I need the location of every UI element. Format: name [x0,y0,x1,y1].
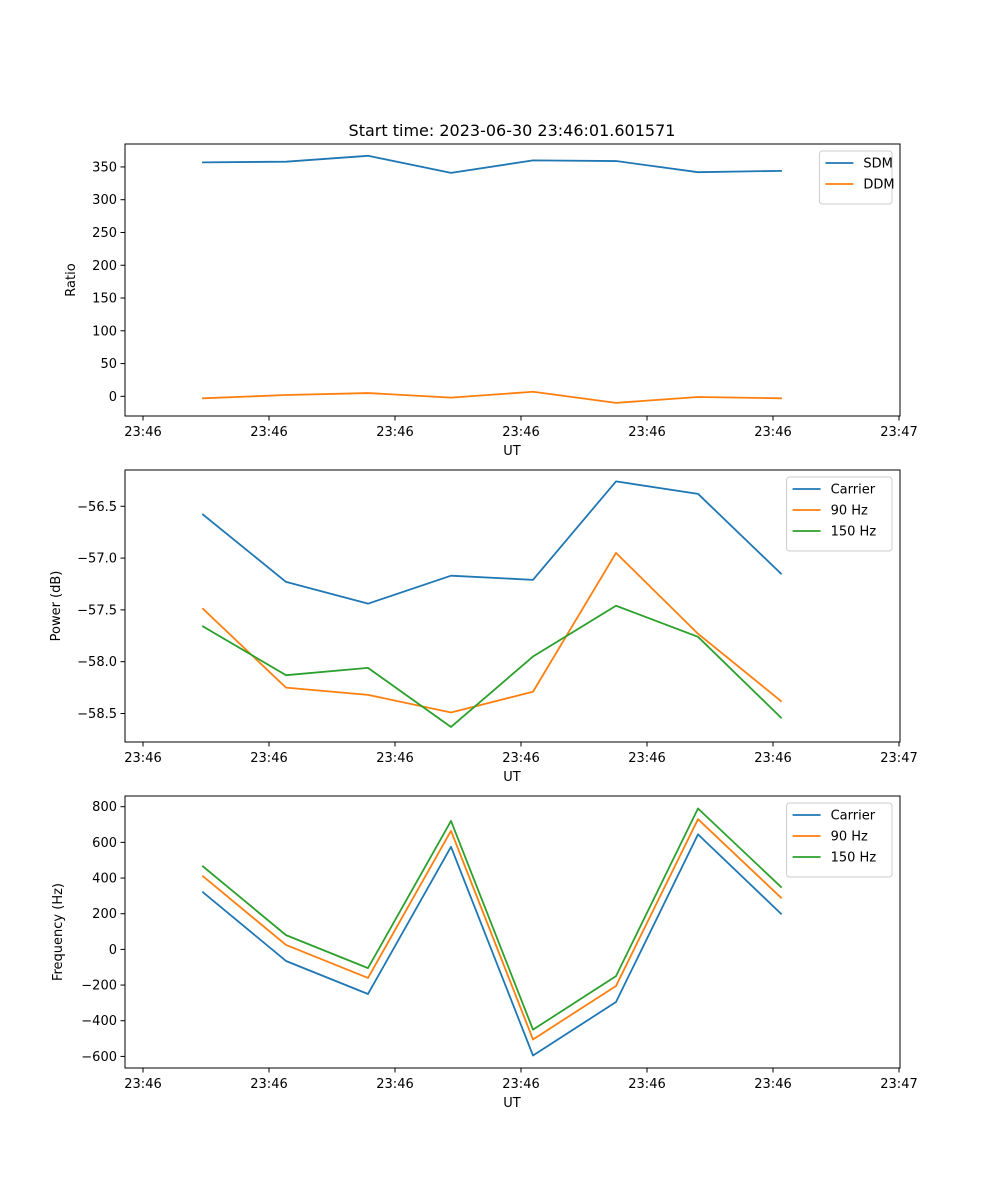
subplot-1-x-axis-label: UT [503,444,521,459]
subplot-1-x-tick-label: 23:46 [124,425,161,440]
subplot-2-y-axis-label: Power (dB) [49,571,64,642]
subplot-1-legend: SDM DDM [818,150,895,205]
subplot-2-y-tick-label: −57.5 [77,603,117,618]
subplot-3-y-tick-label: −200 [81,979,117,994]
subplot-3-legend-label: 150 Hz [831,851,877,866]
subplot-3-x-tick-label: 23:46 [754,1077,791,1092]
subplot-3-x-tick-label: 23:46 [628,1077,665,1092]
subplot-3-series-carrier-line [201,833,783,1057]
subplot-1-y-tick-label: 200 [92,259,117,274]
subplot-2-series-150-hz-line [201,604,783,728]
subplot-3-legend-label: 90 Hz [831,830,868,845]
subplot-2-x-tick-label: 23:46 [124,751,161,766]
subplot-1-axes-frame [124,143,901,417]
subplot-2-x-axis-label: UT [503,770,521,785]
subplot-3-y-axis-label: Frequency (Hz) [51,883,66,981]
subplot-1-y-tick-label: 0 [109,390,117,405]
subplot-1-y-tick-label: 250 [92,226,117,241]
subplot-3-x-axis-label: UT [503,1096,521,1111]
subplot-2-legend-box [786,476,893,552]
subplot-3-legend-label: Carrier [831,809,876,824]
subplot-2-x-tick-label: 23:46 [502,751,539,766]
subplot-2-legend-label: 150 Hz [831,525,877,540]
subplot-3-y-tick-label: −400 [81,1014,117,1029]
subplot-1-y-axis-label: Ratio [64,263,79,296]
subplot-1-y-tick-label: 350 [92,160,117,175]
subplot-3-y-tick-label: −600 [81,1050,117,1065]
subplot-3-legend-box [786,802,893,878]
subplot-3-axes-frame [124,795,901,1069]
subplot-2-axes-frame [124,469,901,743]
subplot-3: 23:46 23:46 23:46 23:46 23:46 23:46 23:47 −600 −… [51,795,918,1111]
subplot-3-legend: Carrier 90 Hz 150 Hz [786,802,893,878]
subplot-2-x-tick-label: 23:46 [628,751,665,766]
subplot-3-x-tick-label: 23:46 [250,1077,287,1092]
subplot-1-x-tick-label: 23:46 [376,425,413,440]
subplot-3-x-tick-label: 23:47 [880,1077,917,1092]
subplot-2-x-tick-label: 23:47 [880,751,917,766]
subplot-3-y-tick-label: 600 [92,836,117,851]
subplot-3-y-tick-label: 0 [109,943,117,958]
subplot-1-series-sdm-line [202,154,782,174]
subplot-2-x-tick-label: 23:46 [250,751,287,766]
subplot-2-legend: Carrier 90 Hz 150 Hz [786,476,893,552]
subplot-3-series-150-hz-line [201,807,783,1031]
subplot-2-y-tick-label: −56.5 [77,500,117,515]
subplot-1-y-tick-label: 300 [92,193,117,208]
subplot-1-y-tick-label: 100 [92,324,117,339]
subplot-1-x-tick-label: 23:46 [628,425,665,440]
subplot-1-x-tick-label: 23:46 [754,425,791,440]
figure-title: Start time: 2023-06-30 23:46:01.601571 [349,121,676,140]
subplot-2-legend-label: 90 Hz [831,504,868,519]
subplot-2-y-tick-label: −58.5 [77,707,117,722]
subplot-3-y-tick-label: 400 [92,872,117,887]
subplot-2-series-90-hz-line [201,552,783,714]
panels: 23:46 23:46 23:46 23:46 23:46 23:46 23:47 0 50 10… [49,143,918,1111]
subplot-3-x-tick-label: 23:46 [502,1077,539,1092]
subplot-1-x-tick-label: 23:46 [502,425,539,440]
subplot-3-series-90-hz-line [201,818,783,1041]
subplot-1-x-tick-label: 23:47 [880,425,917,440]
subplot-1: 23:46 23:46 23:46 23:46 23:46 23:46 23:47 0 50 10… [64,143,918,459]
subplot-2-x-tick-label: 23:46 [376,751,413,766]
subplot-2-legend-label: Carrier [831,483,876,498]
subplot-1-x-tick-label: 23:46 [250,425,287,440]
subplot-3-x-tick-label: 23:46 [376,1077,413,1092]
subplot-1-series-ddm-line [202,390,782,404]
subplot-3-y-tick-label: 800 [92,800,117,815]
subplot-2-y-tick-label: −58.0 [77,655,117,670]
subplot-1-y-tick-label: 150 [92,292,117,307]
subplot-1-legend-box [818,150,893,205]
subplot-2: 23:46 23:46 23:46 23:46 23:46 23:46 23:47 −58.5… [49,469,918,785]
subplot-2-y-tick-label: −57.0 [77,552,117,567]
subplot-2-series-carrier-line [201,480,783,605]
subplot-3-x-tick-label: 23:46 [124,1077,161,1092]
subplot-3-y-tick-label: 200 [92,907,117,922]
subplot-2-x-tick-label: 23:46 [754,751,791,766]
subplot-1-legend-label: SDM [863,157,892,172]
subplot-1-legend-label: DDM [863,178,894,193]
subplot-1-y-tick-label: 50 [100,357,117,372]
